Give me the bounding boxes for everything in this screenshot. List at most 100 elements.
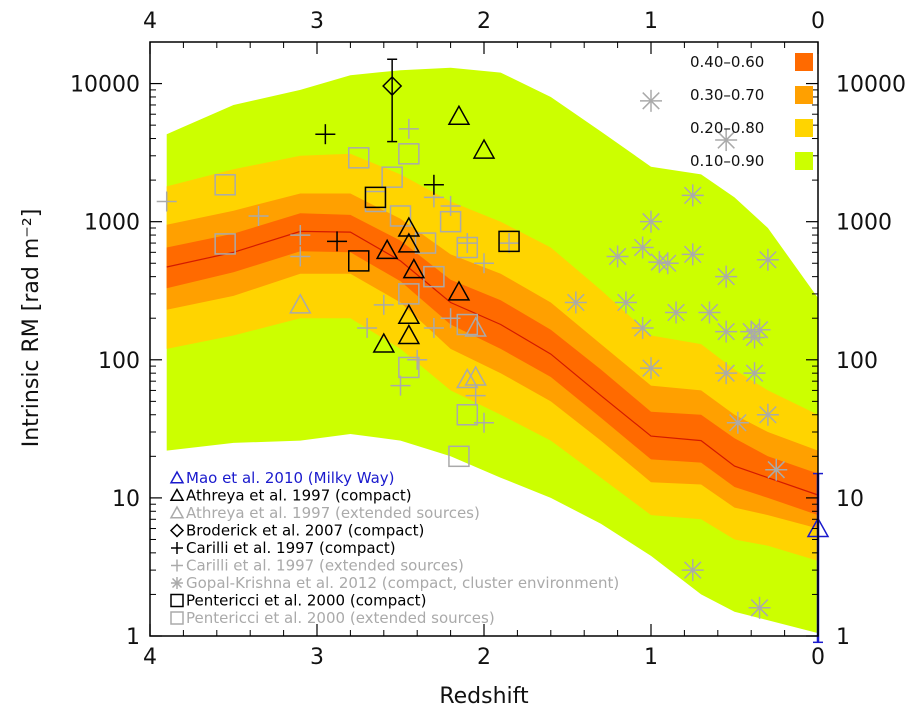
x-tick-label-bottom: 0 [811,645,825,670]
series-legend-item: Athreya et al. 1997 (compact) [169,487,412,505]
point-8-3 [398,143,420,165]
confidence-bands [166,67,818,634]
series-legend-marker [169,470,185,484]
point-5-15 [390,375,411,396]
band-legend-swatch [795,119,813,137]
point-5-11 [373,294,394,315]
data-points [156,58,830,644]
series-1 [372,104,496,353]
point-5-4 [398,118,419,139]
point-1-7 [397,303,421,325]
median-curve [166,230,819,496]
series-7 [348,186,520,272]
point-7-1 [498,230,520,253]
series-legend-marker [169,523,185,538]
x-tick-label-bottom: 3 [310,645,324,670]
series-legend-item: Mao et al. 2010 (Milky Way) [169,469,395,487]
point-5-14 [407,349,428,370]
point-4-0 [315,124,336,145]
point-6-7 [681,243,704,266]
x-tick-label-top: 2 [477,9,491,34]
band-legend-item: 0.40–0.60 [690,53,813,71]
point-8-12 [456,313,479,336]
point-1-1 [472,138,496,159]
series-legend: Mao et al. 2010 (Milky Way)Athreya et al… [169,469,619,627]
point-4-2 [327,231,348,252]
point-1-9 [372,332,396,353]
series-legend-marker [171,559,183,572]
x-tick-label-top: 4 [143,9,157,34]
point-6-8 [715,265,738,288]
point-6-9 [756,248,779,271]
y-tick-label-left: 100 [98,349,140,374]
point-5-9 [499,233,520,254]
series-legend-item: Gopal-Krishna et al. 2012 (compact, clus… [171,574,619,592]
band-legend-swatch [795,53,813,71]
y-tick-label-left: 1000 [84,211,140,236]
point-1-5 [402,258,426,279]
point-6-12 [648,251,671,274]
point-5-1 [248,205,269,226]
x-tick-label-top: 1 [644,9,658,34]
y-tick-label-right: 1000 [836,211,892,236]
series-legend-label: Gopal-Krishna et al. 2012 (compact, clus… [186,574,619,592]
point-7-0 [364,186,387,209]
x-tick-label-bottom: 2 [477,645,491,670]
point-8-15 [448,445,470,468]
point-2-1 [464,316,487,337]
point-8-9 [456,236,479,259]
point-5-2 [290,225,311,246]
point-6-24 [726,411,749,434]
point-6-16 [715,320,738,343]
point-8-0 [214,174,236,196]
y-axis-title: Intrinsic RM [rad m⁻²] [19,209,44,448]
point-8-4 [381,166,403,188]
point-5-12 [423,317,444,338]
point-8-1 [214,233,236,255]
point-6-15 [698,301,721,324]
point-8-8 [439,210,462,233]
point-6-11 [614,291,637,314]
point-6-3 [640,210,662,233]
point-1-6 [447,280,471,301]
band-legend-label: 0.40–0.60 [690,53,764,71]
band-legend-item: 0.20–0.80 [690,119,813,137]
band-legend-label: 0.10–0.90 [690,152,764,170]
band-legend-swatch [795,86,813,104]
band-legend-item: 0.10–0.90 [690,152,813,170]
point-8-13 [398,356,420,379]
point-7-2 [348,250,370,272]
point-8-6 [389,205,412,227]
x-tick-label-bottom: 1 [644,645,658,670]
point-2-3 [456,367,479,389]
point-6-6 [656,252,679,275]
point-1-0 [447,104,471,125]
point-6-26 [681,559,704,582]
band-legend-label: 0.20–0.80 [690,119,764,137]
series-legend-label: Mao et al. 2010 (Milky Way) [186,469,395,487]
series-legend-label: Pentericci et al. 2000 (compact) [186,592,426,610]
series-legend-item: Pentericci et al. 2000 (compact) [170,592,426,610]
series-legend-item: Athreya et al. 1997 (extended sources) [169,504,480,522]
point-6-4 [631,236,654,259]
series-legend-marker [169,487,185,502]
point-6-14 [631,316,654,339]
series-legend-label: Pentericci et al. 2000 (extended sources… [186,609,495,627]
x-tick-label-top: 0 [811,9,825,34]
point-6-2 [681,184,704,207]
point-1-8 [397,323,421,345]
series-legend-item: Carilli et al. 1997 (extended sources) [171,557,464,575]
point-5-0 [156,191,177,212]
series-legend-marker [170,611,184,625]
series-legend-marker [169,505,185,519]
series-legend-label: Athreya et al. 1997 (compact) [186,487,412,505]
band-legend: 0.40–0.60 0.30–0.70 0.20–0.80 0.10–0.90 [690,53,813,170]
point-1-2 [397,216,421,237]
series-legend-label: Carilli et al. 1997 (extended sources) [186,557,464,575]
point-6-23 [756,403,779,426]
y-tick-label-left: 10000 [70,73,140,98]
point-6-5 [606,245,629,268]
series-3 [382,58,403,143]
point-8-14 [456,403,479,426]
